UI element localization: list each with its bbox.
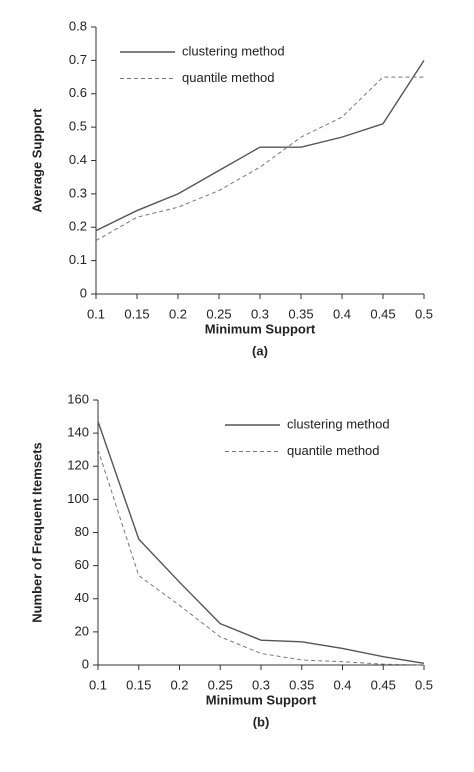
x-tick-label: 0.4 bbox=[333, 677, 351, 692]
y-tick-label: 0.7 bbox=[69, 52, 87, 67]
x-tick-label: 0.2 bbox=[170, 677, 188, 692]
x-tick-label: 0.35 bbox=[288, 306, 313, 321]
legend-label: clustering method bbox=[182, 43, 285, 58]
y-tick-label: 0.3 bbox=[69, 185, 87, 200]
x-tick-label: 0.3 bbox=[251, 306, 269, 321]
x-tick-label: 0.15 bbox=[124, 306, 149, 321]
legend-label: clustering method bbox=[287, 416, 390, 431]
caption: (a) bbox=[252, 343, 268, 358]
y-tick-label: 0 bbox=[82, 656, 89, 671]
data-line bbox=[97, 421, 425, 665]
x-tick-label: 0.25 bbox=[206, 306, 231, 321]
y-tick-label: 80 bbox=[75, 524, 89, 539]
x-tick-label: 0.45 bbox=[371, 677, 396, 692]
legend-label: quantile method bbox=[287, 443, 380, 458]
y-tick-label: 160 bbox=[67, 391, 89, 406]
y-axis-label: Average Support bbox=[29, 108, 44, 213]
x-tick-label: 0.3 bbox=[252, 677, 270, 692]
data-line bbox=[95, 76, 424, 242]
caption: (b) bbox=[253, 714, 270, 729]
x-tick-label: 0.35 bbox=[289, 677, 314, 692]
y-tick-label: 0 bbox=[80, 285, 87, 300]
data-line bbox=[95, 59, 425, 232]
x-tick-label: 0.1 bbox=[87, 306, 105, 321]
legend-label: quantile method bbox=[182, 70, 275, 85]
x-axis-label: Minimum Support bbox=[205, 321, 316, 336]
data-line bbox=[97, 449, 425, 666]
x-tick-label: 0.5 bbox=[415, 306, 433, 321]
y-tick-label: 0.2 bbox=[69, 219, 87, 234]
x-tick-label: 0.5 bbox=[415, 677, 433, 692]
y-tick-label: 0.4 bbox=[69, 152, 87, 167]
y-tick-label: 0.8 bbox=[69, 18, 87, 33]
y-tick-label: 20 bbox=[75, 623, 89, 638]
y-tick-label: 0.5 bbox=[69, 119, 87, 134]
y-axis-label: Number of Frequent Itemsets bbox=[29, 442, 44, 623]
y-tick-label: 0.1 bbox=[69, 252, 87, 267]
x-axis-label: Minimum Support bbox=[206, 692, 317, 707]
x-tick-label: 0.25 bbox=[208, 677, 233, 692]
y-tick-label: 120 bbox=[67, 458, 89, 473]
x-tick-label: 0.1 bbox=[89, 677, 107, 692]
x-tick-label: 0.15 bbox=[126, 677, 151, 692]
x-tick-label: 0.2 bbox=[169, 306, 187, 321]
y-tick-label: 40 bbox=[75, 590, 89, 605]
y-tick-label: 0.6 bbox=[69, 85, 87, 100]
y-tick-label: 100 bbox=[67, 491, 89, 506]
x-tick-label: 0.45 bbox=[370, 306, 395, 321]
x-tick-label: 0.4 bbox=[333, 306, 351, 321]
y-tick-label: 140 bbox=[67, 425, 89, 440]
y-tick-label: 60 bbox=[75, 557, 89, 572]
